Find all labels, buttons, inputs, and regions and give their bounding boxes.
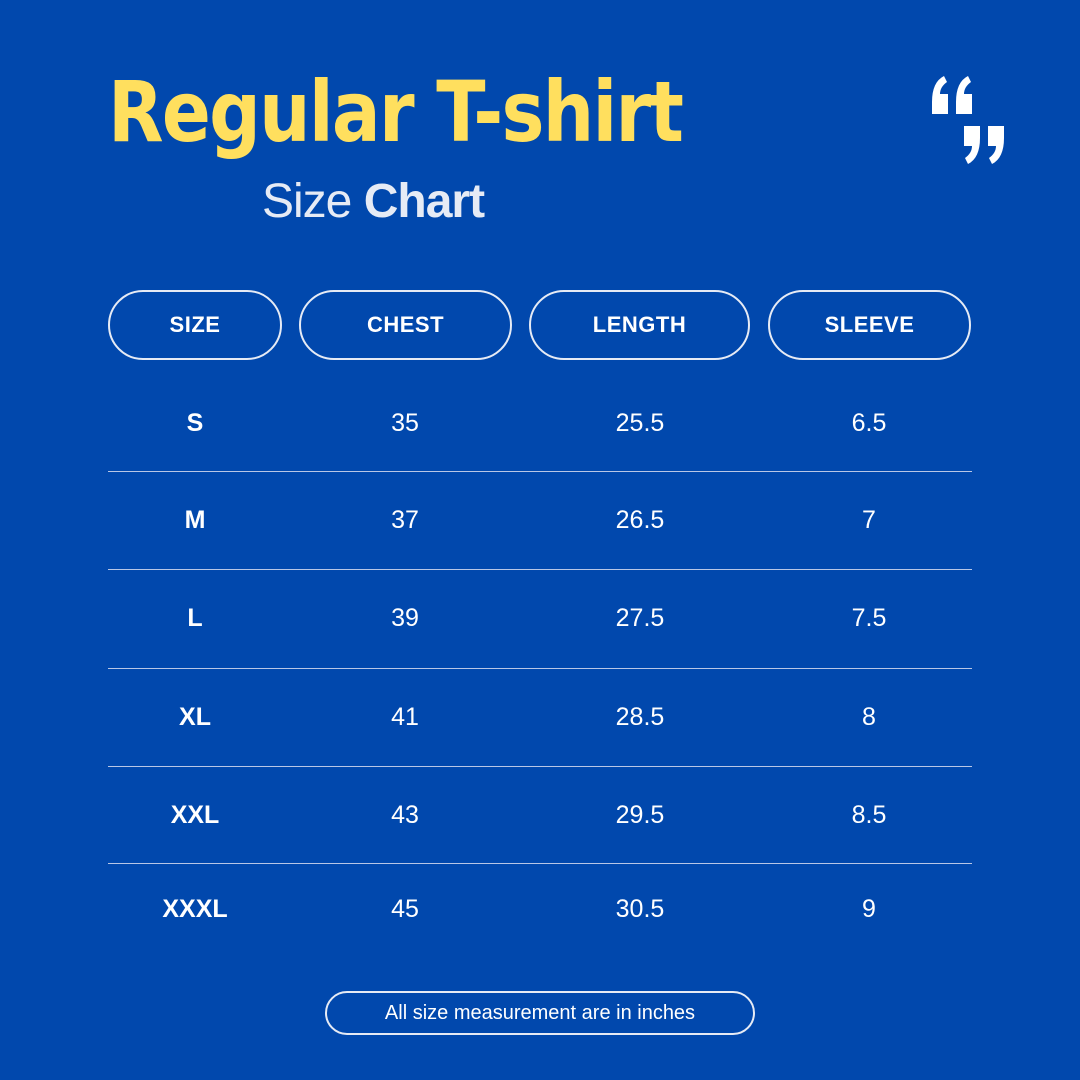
row-divider [108,668,972,669]
cell-chest: 43 [391,801,419,829]
cell-sleeve: 7 [862,506,876,534]
cell-chest: 37 [391,506,419,534]
cell-size: L [187,604,203,632]
cell-length: 29.5 [615,801,665,829]
row-divider [108,863,972,864]
cell-sleeve: 6.5 [851,409,887,437]
cell-size: XXXL [162,895,228,923]
header-sleeve: SLEEVE [768,290,971,360]
subtitle: Size Chart [262,174,485,229]
cell-sleeve: 8.5 [851,801,887,829]
cell-chest: 41 [391,703,419,731]
cell-sleeve: 7.5 [851,604,887,632]
row-divider [108,471,972,472]
header-size: SIZE [108,290,282,360]
subtitle-light: Size [262,175,352,228]
cell-sleeve: 9 [862,895,876,923]
cell-size: S [186,409,204,437]
row-divider [108,766,972,767]
cell-size: XXL [170,801,220,829]
cell-sleeve: 8 [862,703,876,731]
title: Regular T-shirt [108,63,684,161]
row-divider [108,569,972,570]
cell-size: M [184,506,206,534]
subtitle-bold: Chart [363,175,485,228]
cell-chest: 45 [391,895,419,923]
cell-length: 25.5 [615,409,665,437]
cell-length: 28.5 [615,703,665,731]
cell-chest: 39 [391,604,419,632]
cell-length: 30.5 [615,895,665,923]
cell-size: XL [179,703,211,731]
cell-chest: 35 [391,409,419,437]
cell-length: 27.5 [615,604,665,632]
header-chest: CHEST [299,290,512,360]
header-length: LENGTH [529,290,750,360]
footer-note: All size measurement are in inches [325,991,755,1035]
cell-length: 26.5 [615,506,665,534]
